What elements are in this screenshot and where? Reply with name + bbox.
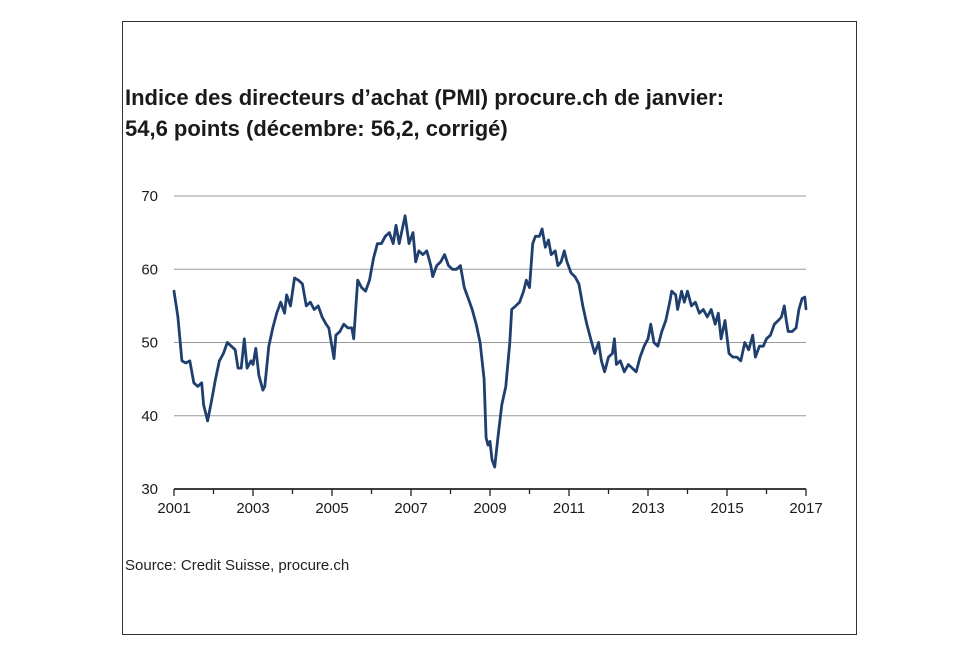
x-tick-label: 2009 (473, 500, 506, 517)
y-tick-label: 50 (141, 335, 158, 352)
y-tick-label: 70 (141, 188, 158, 205)
x-tick-label: 2013 (631, 500, 664, 517)
x-tick-label: 2011 (553, 500, 585, 517)
chart-title: Indice des directeurs d’achat (PMI) proc… (125, 82, 855, 144)
x-tick-label: 2007 (394, 500, 427, 517)
x-tick-label: 2001 (157, 500, 190, 517)
y-tick-label: 40 (141, 408, 158, 425)
y-tick-label: 30 (141, 481, 158, 498)
series-line-pmi (172, 214, 808, 469)
chart-title-line1: Indice des directeurs d’achat (PMI) proc… (125, 85, 725, 110)
y-axis-ticks: 30 40 50 60 70 (141, 188, 158, 498)
x-tick-label: 2017 (789, 500, 822, 517)
x-axis: 2001 2003 2005 2007 2009 2011 2013 2015 2017 (157, 488, 823, 517)
source-note: Source: Credit Suisse, procure.ch (125, 557, 350, 574)
chart-frame (122, 21, 857, 635)
x-tick-label: 2015 (710, 500, 743, 517)
x-tick-label: 2005 (315, 500, 348, 517)
x-tick-label: 2003 (236, 500, 269, 517)
chart-title-line2: 54,6 points (décembre: 56,2, corrigé) (125, 116, 508, 141)
series-group (172, 214, 808, 469)
grid-lines (174, 195, 806, 417)
y-tick-label: 60 (141, 261, 158, 278)
